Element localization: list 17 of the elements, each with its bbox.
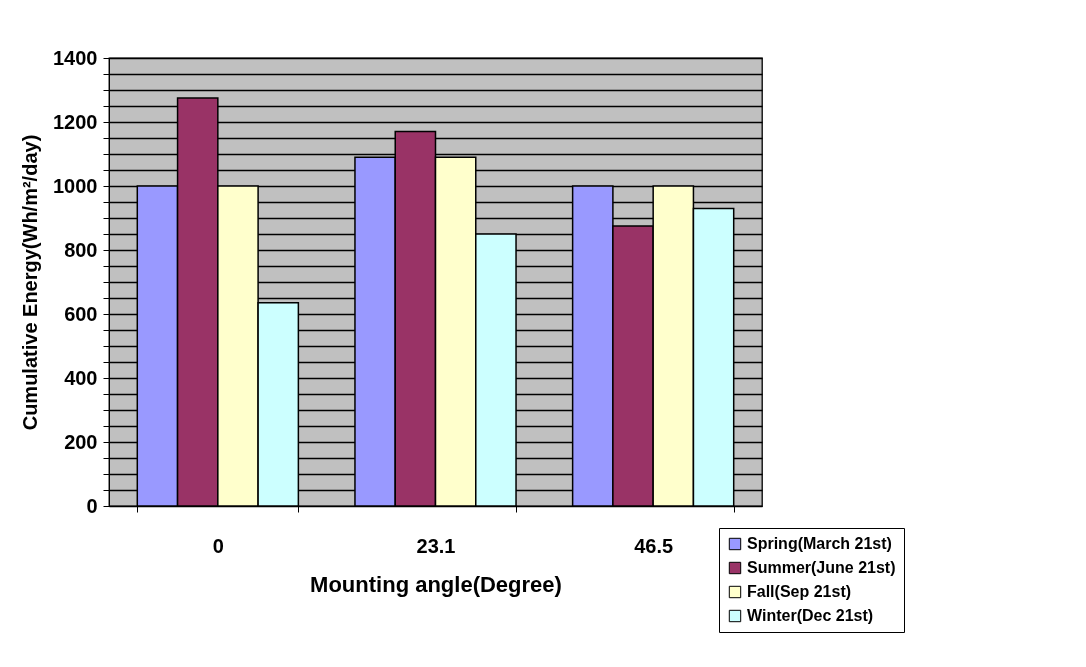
y-axis-title: Cumulative Energy(Wh/m²/day) <box>19 134 42 431</box>
x-tick-label: 23.1 <box>416 534 456 557</box>
y-tick-label: 0 <box>86 494 98 517</box>
legend-label: Winter(Dec 21st) <box>747 607 874 624</box>
y-tick-label: 800 <box>64 238 98 261</box>
legend-label: Summer(June 21st) <box>747 559 896 576</box>
x-tick-label: 46.5 <box>634 534 674 557</box>
x-axis-title: Mounting angle(Degree) <box>310 571 562 597</box>
x-tick-label: 0 <box>212 534 224 557</box>
legend-label: Spring(March 21st) <box>747 535 892 552</box>
y-tick-label: 1000 <box>53 174 98 197</box>
legend-label: Fall(Sep 21st) <box>747 583 852 600</box>
y-tick-label: 200 <box>64 430 98 453</box>
y-tick-label: 600 <box>64 302 98 325</box>
y-tick-label: 1200 <box>53 110 98 133</box>
y-tick-label: 1400 <box>53 46 98 69</box>
y-tick-label: 400 <box>64 366 98 389</box>
